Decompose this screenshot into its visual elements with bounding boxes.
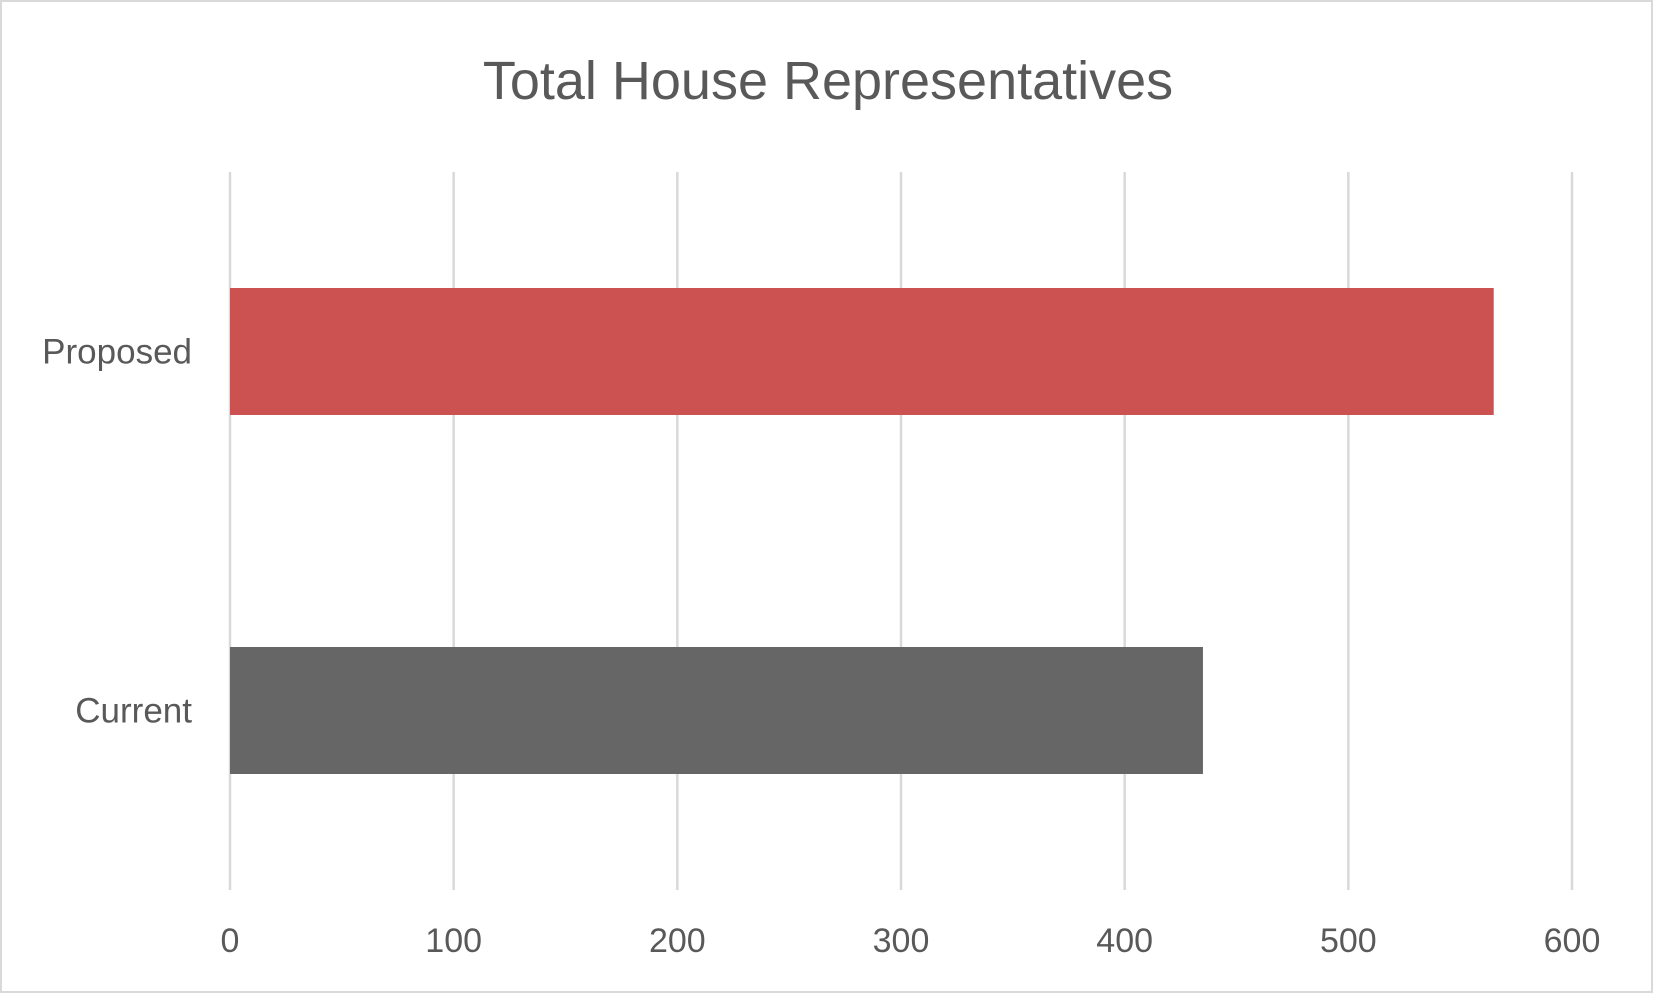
gridlines <box>228 172 1574 890</box>
x-axis-ticks: 0 100 200 300 400 500 600 <box>221 922 1601 960</box>
y-axis-categories: Proposed Current <box>42 333 192 731</box>
bars <box>230 288 1494 774</box>
x-tick-label: 600 <box>1544 922 1601 960</box>
x-tick-label: 0 <box>221 922 240 960</box>
bar-current <box>230 647 1203 774</box>
chart-title: Total House Representatives <box>483 51 1173 111</box>
x-tick-label: 200 <box>649 922 706 960</box>
x-tick-label: 300 <box>873 922 930 960</box>
category-label-current: Current <box>75 692 192 731</box>
x-tick-label: 400 <box>1096 922 1153 960</box>
x-tick-label: 500 <box>1320 922 1377 960</box>
x-tick-label: 100 <box>425 922 482 960</box>
category-label-proposed: Proposed <box>42 333 192 372</box>
bar-proposed <box>230 288 1494 415</box>
